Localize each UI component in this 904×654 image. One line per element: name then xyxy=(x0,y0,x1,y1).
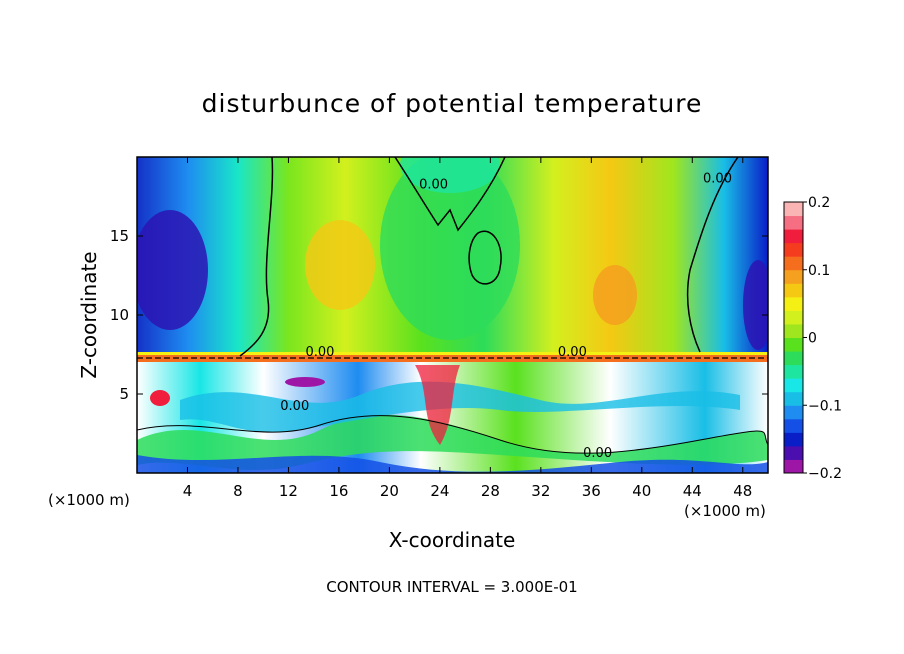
colorbar-swatch xyxy=(784,364,803,379)
contour-line-upper-center xyxy=(394,157,506,232)
x-tick-label: 8 xyxy=(233,482,243,500)
colorbar-swatch xyxy=(784,242,803,257)
x-axis-label: X-coordinate xyxy=(389,528,516,552)
inversion-band-top xyxy=(137,352,768,355)
contour-label: 0.00 xyxy=(703,171,732,186)
y-tick-label: 15 xyxy=(110,227,129,245)
y-axis-label: Z-coordinate xyxy=(77,251,101,378)
colorbar-swatch xyxy=(784,445,803,460)
upper-dark-left xyxy=(137,210,208,330)
x-unit-left: (×1000 m) xyxy=(48,491,130,509)
chart-title: disturbunce of potential temperature xyxy=(202,89,703,118)
colorbar-swatch xyxy=(784,378,803,393)
contour-label: 0.00 xyxy=(306,345,335,360)
contour-label: 0.00 xyxy=(280,399,309,414)
contour-labels: 0.00 0.00 0.00 0.00 0.00 0.00 xyxy=(280,171,732,461)
x-tick-label: 24 xyxy=(430,482,449,500)
colorbar-swatch xyxy=(784,229,803,244)
upper-orange-patch-right xyxy=(593,265,637,325)
x-tick-label: 40 xyxy=(632,482,651,500)
contour-line-closed xyxy=(468,230,502,285)
colorbar-swatch xyxy=(784,432,803,447)
colorbar-ticks: 0.2 0.1 0 −0.1 −0.2 xyxy=(803,195,842,482)
colorbar-swatch xyxy=(784,269,803,284)
lower-band-blue xyxy=(137,455,768,473)
colorbar xyxy=(784,202,803,474)
colorbar-tick-label: 0.2 xyxy=(808,195,830,211)
x-tick-label: 16 xyxy=(329,482,348,500)
colorbar-swatch xyxy=(784,351,803,366)
colorbar-swatch xyxy=(784,310,803,325)
colorbar-swatch xyxy=(784,405,803,420)
x-tick-label: 48 xyxy=(733,482,752,500)
x-tick-label: 36 xyxy=(582,482,601,500)
x-tick-label: 20 xyxy=(380,482,399,500)
lower-red-plume xyxy=(415,365,460,445)
colorbar-swatch xyxy=(784,459,803,474)
colorbar-swatch xyxy=(784,296,803,311)
colorbar-tick-label: −0.2 xyxy=(808,466,842,482)
contour-label: 0.00 xyxy=(558,345,587,360)
contour-label: 0.00 xyxy=(583,446,612,461)
colorbar-swatch xyxy=(784,323,803,338)
colorbar-swatch xyxy=(784,215,803,230)
x-tick-label: 32 xyxy=(531,482,550,500)
x-tick-label: 4 xyxy=(183,482,193,500)
lower-purple-blob xyxy=(285,377,325,387)
colorbar-swatch xyxy=(784,418,803,433)
x-tick-label: 12 xyxy=(279,482,298,500)
colorbar-swatch xyxy=(784,283,803,298)
upper-green-column xyxy=(380,157,520,340)
colorbar-swatch xyxy=(784,256,803,271)
colorbar-tick-label: 0 xyxy=(808,331,817,347)
upper-cyan-top xyxy=(400,157,500,193)
y-axis-ticks: 5 10 15 xyxy=(110,227,768,403)
lower-red-blob xyxy=(150,390,170,406)
contour-line-lower xyxy=(137,415,768,454)
upper-dark-right xyxy=(743,260,768,350)
contour-interval: CONTOUR INTERVAL = 3.000E-01 xyxy=(326,578,577,596)
y-tick-label: 5 xyxy=(119,385,129,403)
x-unit-right: (×1000 m) xyxy=(684,502,766,520)
colorbar-swatch xyxy=(784,202,803,217)
contour-label: 0.00 xyxy=(419,178,448,193)
colorbar-swatch xyxy=(784,391,803,406)
x-axis-ticks: 4 8 12 16 20 24 28 32 36 40 44 48 xyxy=(183,157,752,500)
colorbar-tick-label: −0.1 xyxy=(808,398,842,414)
contour-line-upper-right xyxy=(686,157,739,353)
upper-orange-patch-left xyxy=(305,220,375,310)
colorbar-swatch xyxy=(784,337,803,352)
contour-line-upper-left xyxy=(239,157,274,357)
x-tick-label: 44 xyxy=(683,482,702,500)
x-tick-label: 28 xyxy=(481,482,500,500)
colorbar-tick-label: 0.1 xyxy=(808,263,830,279)
y-tick-label: 10 xyxy=(110,306,129,324)
lower-band-cyan xyxy=(180,381,740,433)
plot-area xyxy=(137,157,768,473)
